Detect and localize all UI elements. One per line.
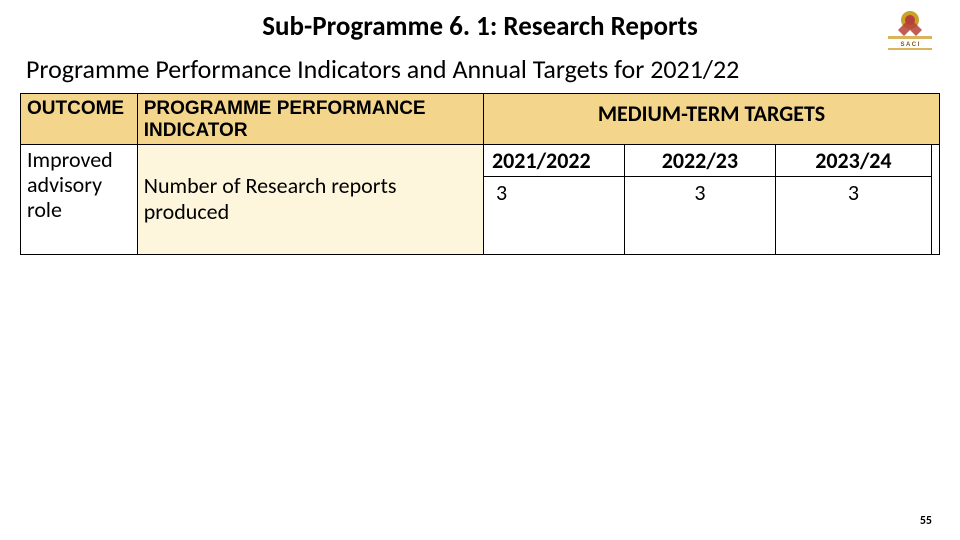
outcome-cell: Improved advisory role [21, 144, 138, 254]
year-header-1: 2022/23 [624, 144, 775, 176]
table-header-row-1: OUTCOME PROGRAMME PERFORMANCE INDICATOR … [21, 94, 940, 145]
logo-icon: S A C I [882, 6, 938, 52]
value-cell-2: 3 [775, 176, 931, 254]
col-header-outcome: OUTCOME [21, 94, 138, 145]
title-row: Sub-Programme 6. 1: Research Reports S A… [20, 10, 940, 43]
slide-page: Sub-Programme 6. 1: Research Reports S A… [0, 0, 960, 540]
col-header-ppi: PROGRAMME PERFORMANCE INDICATOR [137, 94, 483, 145]
performance-table: OUTCOME PROGRAMME PERFORMANCE INDICATOR … [20, 93, 940, 255]
saci-logo: S A C I [880, 6, 940, 52]
page-number: 55 [920, 514, 932, 528]
page-title: Sub-Programme 6. 1: Research Reports [20, 10, 940, 43]
value-cell-1: 3 [624, 176, 775, 254]
year-header-2: 2023/24 [775, 144, 931, 176]
svg-text:S A C I: S A C I [901, 42, 920, 48]
end-spacer [931, 144, 939, 254]
year-header-0: 2021/2022 [484, 144, 625, 176]
col-header-mtt: MEDIUM-TERM TARGETS [484, 94, 940, 145]
value-cell-0: 3 [484, 176, 625, 254]
page-subtitle: Programme Performance Indicators and Ann… [20, 53, 940, 85]
indicator-cell: Number of Research reports produced [137, 144, 483, 254]
table-year-row: Improved advisory role Number of Researc… [21, 144, 940, 176]
